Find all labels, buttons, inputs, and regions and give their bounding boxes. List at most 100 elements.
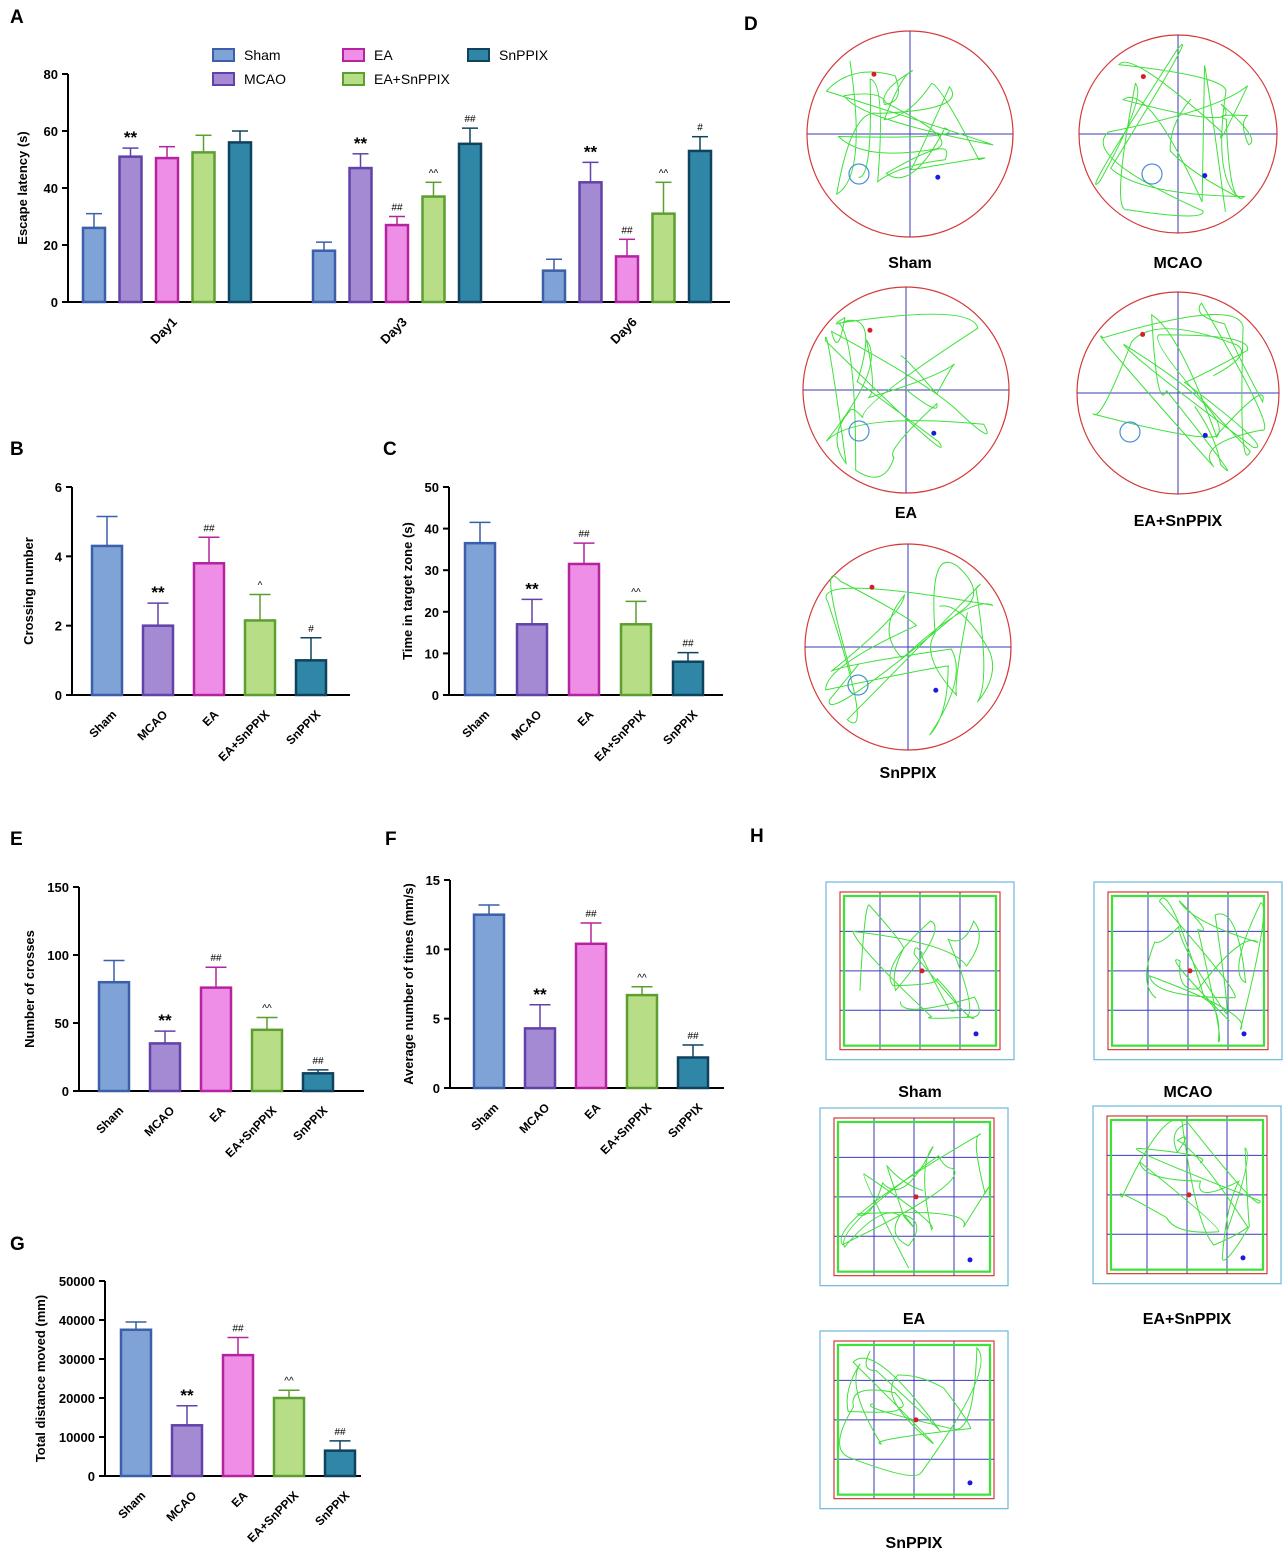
wall-path [1110,894,1266,1047]
significance-mark: # [697,123,703,134]
x-tick-label: EA+SnPPIX [223,1103,280,1160]
bar-SnPPIX [294,659,328,697]
bar-EA+SnPPIX [619,623,653,697]
water-maze-track: EA [802,286,1010,522]
bar-SnPPIX [687,149,713,304]
x-tick-label: SnPPIX [665,1100,705,1140]
legend-label: EA [374,47,393,63]
significance-mark: ** [525,579,539,598]
y-tick-label: 150 [47,880,69,895]
bar-EA+SnPPIX [191,151,216,304]
chart-G: 0 10000 20000 30000 40000 50000 Total distance… [33,1274,361,1545]
bar-Sham [472,913,506,1090]
end-point [1241,1031,1247,1037]
significance-mark: ** [124,128,138,147]
target-platform [1141,163,1163,185]
water-maze-track: Sham [806,30,1014,272]
wall-path [836,1343,992,1496]
legend-label: EA+SnPPIX [374,71,451,87]
significance-mark: ## [687,1031,699,1042]
x-tick-label: Sham [86,707,119,740]
track-label: EA+SnPPIX [1134,513,1223,530]
bar-MCAO [118,155,143,304]
y-tick-label: 10000 [59,1430,95,1445]
track-label: SnPPIX [880,765,937,782]
target-platform [848,163,870,185]
track-label: Sham [888,255,932,272]
y-tick-label: 5 [433,1012,440,1027]
chart-A: 0 20 40 60 80 Escape latency (s) ** Day1 ** ## ^^ #… [15,47,730,347]
significance-mark: ** [151,583,165,602]
arena-frame [819,1107,1009,1287]
significance-mark: ** [158,1011,172,1030]
y-tick-label: 30000 [59,1352,95,1367]
end-point [1202,173,1208,179]
bar-Sham [541,269,567,304]
bar-MCAO [141,624,175,697]
y-tick-label: 0 [432,688,439,703]
y-axis-label: Crossing number [21,537,36,645]
end-point [933,687,939,693]
y-tick-label: 10 [425,646,439,661]
y-tick-label: 10 [426,942,440,957]
bar-Sham [311,249,337,304]
bar-SnPPIX [227,141,253,304]
swim-path [824,313,988,478]
legend: Sham MCAO EA EA+SnPPIX SnPPIX [212,47,549,87]
bar-SnPPIX [301,1072,335,1093]
arena-frame [1092,1105,1282,1285]
walk-path [1146,897,1265,1043]
end-point [967,1480,973,1486]
y-tick-label: 0 [51,295,58,310]
significance-mark: ## [391,203,403,214]
open-field-track: Sham [825,881,1015,1101]
start-point [1140,74,1146,80]
arena-frame [825,881,1015,1061]
bar-EA [154,156,180,304]
wall-path [1109,1118,1265,1271]
significance-mark: ^^ [429,168,439,179]
significance-mark: ## [210,953,222,964]
x-tick-label: EA [207,1103,229,1125]
legend-swatch [212,72,235,86]
significance-mark: ^^ [284,1376,294,1387]
end-point [931,430,937,436]
bar-Sham [119,1328,153,1478]
significance-mark: ## [203,523,215,534]
track-label: Sham [898,1084,942,1101]
panel-letter-B: B [10,439,24,460]
x-tick-label: EA+SnPPIX [245,1488,302,1545]
bar-Sham [463,541,497,697]
significance-mark: ^^ [659,168,669,179]
arena-frame [1093,881,1283,1061]
y-tick-label: 20000 [59,1391,95,1406]
swim-path [1091,302,1266,472]
y-tick-label: 80 [44,67,58,82]
y-tick-label: 60 [44,124,58,139]
x-tick-label: EA+SnPPIX [216,707,273,764]
bar-EA [384,223,410,304]
y-axis-label: Total distance moved (mm) [33,1295,48,1462]
start-point [913,1194,919,1200]
end-point [973,1031,979,1037]
x-tick-label: SnPPIX [290,1103,330,1143]
bar-SnPPIX [323,1449,357,1478]
bar-EA [574,942,608,1090]
y-tick-label: 0 [62,1084,69,1099]
swim-path [825,561,994,736]
x-tick-label: SnPPIX [660,707,700,747]
panel-letter-H: H [750,826,764,847]
x-tick-label: EA [200,707,222,729]
legend-label: MCAO [244,71,286,87]
bar-MCAO [148,1042,182,1093]
significance-mark: ## [585,909,597,920]
wall-path [842,894,998,1047]
track-label: EA+SnPPIX [1143,1311,1232,1328]
walk-path [851,904,980,1019]
bar-SnPPIX [671,660,705,697]
significance-mark: ## [578,529,590,540]
bar-EA+SnPPIX [625,993,659,1090]
x-tick-label: Sham [115,1488,148,1521]
x-tick-label: MCAO [142,1103,178,1139]
